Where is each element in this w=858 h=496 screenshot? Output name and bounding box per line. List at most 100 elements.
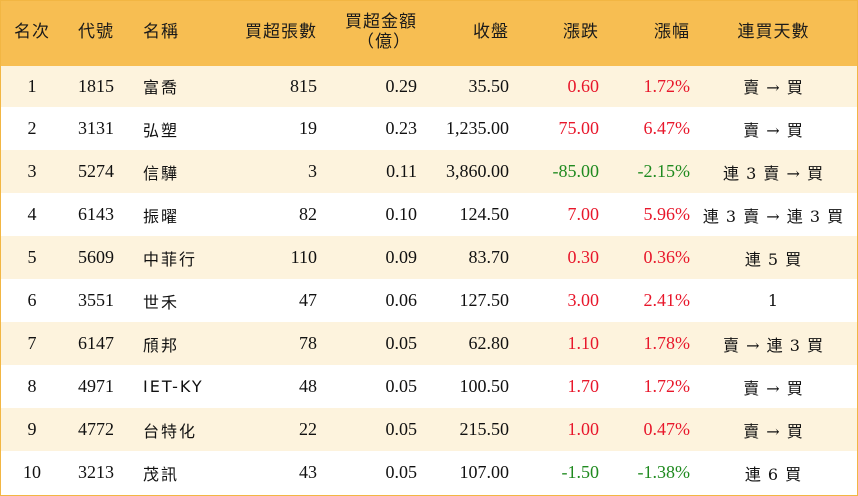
table-row[interactable]: 1 1815 富喬 815 0.29 35.50 0.60 1.72% 賣 → 買 xyxy=(1,62,857,107)
cell-close: 83.70 xyxy=(468,247,510,267)
cell-close: 1,235.00 xyxy=(446,118,509,138)
cell-name[interactable]: 中菲行 xyxy=(143,249,198,269)
cell-rank: 4 xyxy=(27,204,37,224)
cell-net-buy-amount: 0.10 xyxy=(385,204,418,224)
cell-rank: 5 xyxy=(27,247,37,267)
cell-consecutive-days: 賣 → 買 xyxy=(743,378,804,398)
header-code[interactable]: 代號 xyxy=(78,21,114,42)
cell-rank: 9 xyxy=(27,419,37,439)
cell-change: 0.30 xyxy=(567,247,600,267)
cell-code[interactable]: 5274 xyxy=(78,161,114,181)
cell-code[interactable]: 6147 xyxy=(78,333,114,353)
cell-code[interactable]: 3213 xyxy=(78,462,114,482)
cell-consecutive-days: 賣 → 買 xyxy=(690,62,857,107)
cell-change: 1.00 xyxy=(567,419,600,439)
table-row[interactable]: 7 6147 頎邦 78 0.05 62.80 1.10 1.78% 賣 → 連 3 買 xyxy=(1,322,857,365)
cell-code[interactable]: 4971 xyxy=(78,376,114,396)
cell-rank: 6 xyxy=(27,290,37,310)
cell-close: 127.50 xyxy=(459,290,510,310)
cell-rank: 2 xyxy=(27,118,37,138)
header-consecutive-days[interactable]: 連買天數 xyxy=(737,21,810,42)
cell-net-buy-lots: 47 xyxy=(299,290,317,310)
cell-change-pct: 1.78% xyxy=(643,333,691,353)
cell-close: 100.50 xyxy=(459,376,510,396)
cell-net-buy-amount: 0.23 xyxy=(385,118,418,138)
cell-close: 215.50 xyxy=(459,419,510,439)
cell-change-pct: 0.47% xyxy=(643,419,691,439)
table-row[interactable]: 9 4772 台特化 22 0.05 215.50 1.00 0.47% 賣 → 買 xyxy=(1,408,857,451)
cell-consecutive-days: 連 3 賣 → 買 xyxy=(723,163,824,183)
cell-code[interactable]: 1815 xyxy=(63,62,129,107)
cell-name[interactable]: 頎邦 xyxy=(143,335,180,355)
header-net-buy-amount-line1: 買超金額 xyxy=(345,11,417,32)
header-change[interactable]: 漲跌 xyxy=(563,21,599,42)
cell-change: -85.00 xyxy=(552,161,600,181)
header-close[interactable]: 收盤 xyxy=(473,21,509,42)
cell-code[interactable]: 3551 xyxy=(78,290,114,310)
table-row[interactable]: 5 5609 中菲行 110 0.09 83.70 0.30 0.36% 連 5 買 xyxy=(1,236,857,279)
cell-change-pct: -2.15% xyxy=(637,161,691,181)
cell-name[interactable]: 世禾 xyxy=(143,292,180,312)
table-row[interactable]: 3 5274 信驊 3 0.11 3,860.00 -85.00 -2.15% 連 3 賣 → … xyxy=(1,150,857,193)
cell-change: -1.50 xyxy=(561,462,600,482)
cell-name[interactable]: 信驊 xyxy=(143,163,180,183)
cell-close: 107.00 xyxy=(459,462,510,482)
cell-net-buy-amount: 0.05 xyxy=(385,419,418,439)
cell-change-pct: 5.96% xyxy=(643,204,691,224)
header-rank[interactable]: 名次 xyxy=(14,21,50,42)
cell-net-buy-amount: 0.11 xyxy=(386,161,417,181)
cell-net-buy-amount: 0.09 xyxy=(385,247,418,267)
cell-change-pct: 0.36% xyxy=(643,247,691,267)
cell-consecutive-days: 賣 → 買 xyxy=(743,421,804,441)
table-row[interactable]: 6 3551 世禾 47 0.06 127.50 3.00 2.41% 1 xyxy=(1,279,857,322)
cell-change-pct: -1.38% xyxy=(637,462,691,482)
cell-change-pct: 1.72% xyxy=(599,62,690,107)
cell-consecutive-days: 連 5 買 xyxy=(744,249,803,269)
cell-close: 3,860.00 xyxy=(446,161,509,181)
cell-change: 3.00 xyxy=(567,290,600,310)
cell-net-buy-lots: 815 xyxy=(229,62,317,107)
cell-rank: 10 xyxy=(23,462,41,482)
cell-change: 75.00 xyxy=(558,118,600,138)
cell-name[interactable]: 台特化 xyxy=(143,421,198,441)
cell-consecutive-days: 連 6 買 xyxy=(744,464,803,484)
header-net-buy-amount[interactable]: 買超金額 （億） xyxy=(317,1,417,64)
cell-close: 62.80 xyxy=(468,333,510,353)
cell-change: 1.70 xyxy=(567,376,600,396)
table-row[interactable]: 10 3213 茂訊 43 0.05 107.00 -1.50 -1.38% 連 6 買 xyxy=(1,451,857,494)
cell-code[interactable]: 3131 xyxy=(78,118,114,138)
header-net-buy-lots[interactable]: 買超張數 xyxy=(245,21,317,42)
cell-net-buy-amount: 0.05 xyxy=(385,333,418,353)
table-header-row: 名次 代號 名稱 買超張數 買超金額 （億） 收盤 漲跌 漲幅 連買天數 xyxy=(1,1,857,64)
header-change-pct[interactable]: 漲幅 xyxy=(654,21,690,42)
cell-name[interactable]: 富喬 xyxy=(129,62,229,107)
cell-consecutive-days: 1 xyxy=(767,291,780,310)
table-body: 1 1815 富喬 815 0.29 35.50 0.60 1.72% 賣 → 買 2 3131 弘塑… xyxy=(1,62,857,494)
header-name[interactable]: 名稱 xyxy=(143,21,179,42)
cell-code[interactable]: 5609 xyxy=(78,247,114,267)
cell-change: 7.00 xyxy=(567,204,600,224)
cell-consecutive-days: 賣 → 連 3 買 xyxy=(723,335,824,355)
cell-name[interactable]: 弘塑 xyxy=(143,120,180,140)
cell-net-buy-lots: 82 xyxy=(299,204,317,224)
cell-rank: 1 xyxy=(1,62,63,107)
cell-name[interactable]: IET-KY xyxy=(143,377,204,396)
cell-consecutive-days: 賣 → 買 xyxy=(743,120,804,140)
table-row[interactable]: 2 3131 弘塑 19 0.23 1,235.00 75.00 6.47% 賣 → 買 xyxy=(1,107,857,150)
cell-rank: 7 xyxy=(27,333,37,353)
cell-close: 35.50 xyxy=(417,62,509,107)
cell-code[interactable]: 6143 xyxy=(78,204,114,224)
cell-rank: 8 xyxy=(27,376,37,396)
cell-change: 1.10 xyxy=(567,333,600,353)
cell-change-pct: 2.41% xyxy=(643,290,691,310)
cell-code[interactable]: 4772 xyxy=(78,419,114,439)
cell-net-buy-amount: 0.29 xyxy=(317,62,417,107)
table-row[interactable]: 8 4971 IET-KY 48 0.05 100.50 1.70 1.72% 賣 → 買 xyxy=(1,365,857,408)
cell-rank: 3 xyxy=(27,161,37,181)
cell-net-buy-lots: 43 xyxy=(299,462,317,482)
cell-name[interactable]: 振曜 xyxy=(143,206,180,226)
cell-name[interactable]: 茂訊 xyxy=(143,464,180,484)
table-row[interactable]: 4 6143 振曜 82 0.10 124.50 7.00 5.96% 連 3 賣 → 連 3 … xyxy=(1,193,857,236)
